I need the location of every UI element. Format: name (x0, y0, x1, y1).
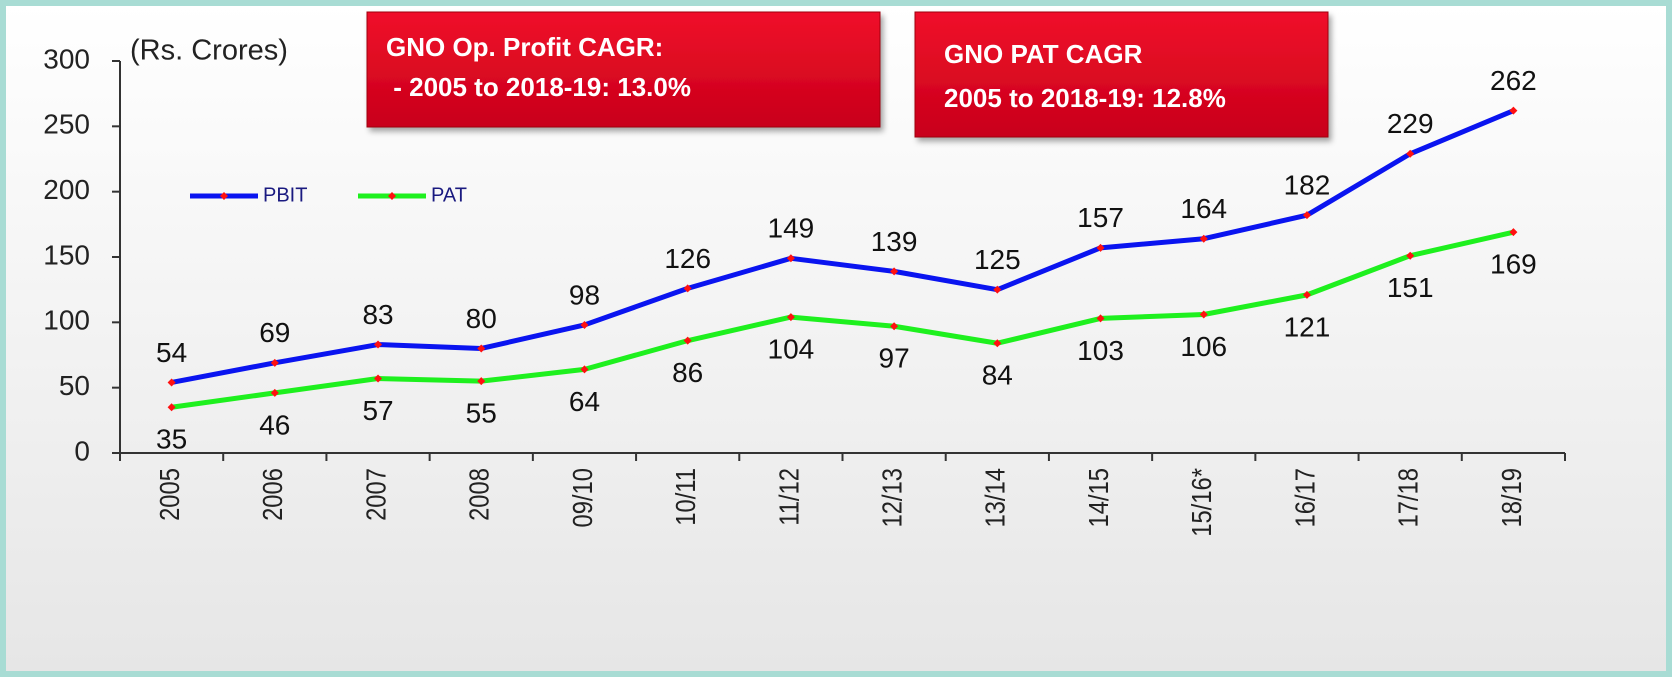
annotation-text: - 2005 to 2018-19: 13.0% (386, 72, 691, 102)
series-line (171, 108, 1515, 385)
x-tick-label: 10/11 (669, 468, 701, 526)
marker (993, 339, 1002, 348)
data-label: 83 (362, 299, 393, 330)
marker (580, 320, 589, 329)
marker (374, 374, 383, 383)
data-label: 157 (1077, 202, 1124, 233)
marker (1302, 211, 1311, 220)
y-tick-label: 50 (59, 370, 90, 401)
x-tick-label: 13/14 (979, 468, 1011, 528)
legend-marker (220, 192, 228, 200)
data-label: 55 (466, 398, 497, 429)
annotation-text: 2005 to 2018-19: 12.8% (944, 83, 1226, 113)
marker (1406, 149, 1415, 158)
marker (993, 285, 1002, 294)
data-label: 229 (1387, 108, 1434, 139)
marker (167, 403, 176, 412)
data-label: 98 (569, 279, 600, 310)
annotation-box (914, 11, 1329, 138)
data-label: 262 (1490, 65, 1537, 96)
annotation-box (366, 11, 881, 128)
marker (1509, 228, 1518, 237)
marker (1406, 251, 1415, 260)
data-label: 64 (569, 386, 600, 417)
marker (1199, 310, 1208, 319)
marker (1096, 314, 1105, 323)
data-label: 57 (362, 395, 393, 426)
x-tick-label: 2008 (463, 468, 495, 521)
marker (270, 388, 279, 397)
y-tick-label: 250 (43, 109, 90, 140)
data-label: 182 (1284, 170, 1331, 201)
data-label: 86 (672, 357, 703, 388)
data-label: 125 (974, 244, 1021, 275)
x-tick-label: 2006 (256, 468, 288, 521)
marker (374, 340, 383, 349)
y-tick-label: 200 (43, 174, 90, 205)
annotation-text: GNO PAT CAGR (944, 39, 1143, 69)
y-tick-label: 0 (74, 435, 90, 466)
data-label: 121 (1284, 311, 1331, 342)
x-tick-label: 18/19 (1495, 468, 1527, 528)
data-label: 97 (879, 343, 910, 374)
x-tick-label: 16/17 (1288, 468, 1320, 528)
marker (683, 284, 692, 293)
data-label: 169 (1490, 249, 1537, 280)
data-label: 69 (259, 317, 290, 348)
x-tick-label: 14/15 (1082, 468, 1114, 528)
marker (1509, 106, 1518, 115)
y-tick-label: 150 (43, 239, 90, 270)
data-label: 80 (466, 303, 497, 334)
data-label: 106 (1180, 331, 1227, 362)
data-label: 84 (982, 360, 1013, 391)
legend-marker (388, 192, 396, 200)
data-label: 126 (664, 243, 711, 274)
annotation-text: GNO Op. Profit CAGR: (386, 32, 663, 62)
marker (477, 344, 486, 353)
marker (1199, 234, 1208, 243)
data-label: 54 (156, 337, 187, 368)
marker (683, 336, 692, 345)
marker (786, 313, 795, 322)
marker (580, 365, 589, 374)
series-line (171, 229, 1514, 410)
x-tick-label: 11/12 (772, 468, 804, 526)
marker (477, 377, 486, 386)
legend-label: PAT (431, 184, 467, 206)
data-label: 103 (1077, 335, 1124, 366)
data-label: 139 (871, 226, 918, 257)
y-tick-label: 300 (43, 43, 90, 74)
data-label: 104 (768, 333, 815, 364)
marker (786, 254, 795, 263)
data-label: 46 (259, 409, 290, 440)
marker (167, 378, 176, 387)
data-label: 151 (1387, 272, 1434, 303)
y-tick-label: 100 (43, 305, 90, 336)
data-label: 164 (1180, 193, 1227, 224)
x-tick-label: 12/13 (876, 468, 908, 528)
x-tick-label: 09/10 (566, 468, 598, 528)
x-tick-label: 15/16* (1185, 468, 1217, 537)
x-tick-label: 17/18 (1392, 468, 1424, 528)
marker (890, 322, 899, 331)
marker (1302, 290, 1311, 299)
x-tick-label: 2005 (153, 468, 185, 521)
marker (270, 358, 279, 367)
unit-label: (Rs. Crores) (130, 35, 288, 67)
marker (1096, 243, 1105, 252)
data-label: 149 (768, 213, 815, 244)
data-label: 35 (156, 424, 187, 455)
x-tick-label: 2007 (360, 468, 392, 521)
marker (890, 267, 899, 276)
legend-label: PBIT (263, 184, 307, 206)
